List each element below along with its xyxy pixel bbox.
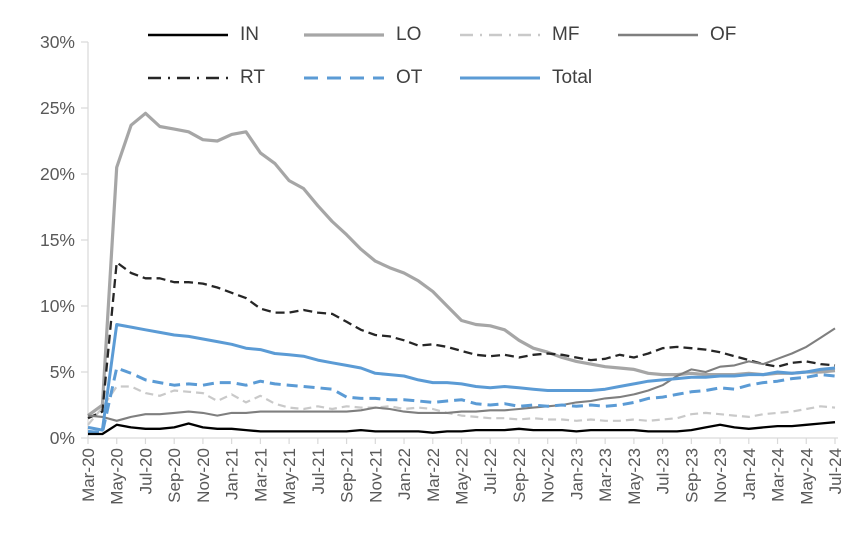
x-tick-label: Jan-23: [567, 448, 586, 500]
x-tick-label: Sep-22: [510, 448, 529, 503]
x-tick-label: Nov-23: [711, 448, 730, 503]
x-tick-label: Sep-23: [682, 448, 701, 503]
x-tick-label: Sep-21: [338, 448, 357, 503]
x-tick-label: May-23: [625, 448, 644, 505]
legend-item-OT: OT: [304, 67, 460, 89]
x-tick-label: Sep-20: [165, 448, 184, 503]
y-tick-label: 20%: [40, 164, 75, 184]
y-tick-label: 15%: [40, 230, 75, 250]
x-tick-label: Jul-20: [137, 448, 156, 494]
x-tick-label: May-22: [453, 448, 472, 505]
x-tick-label: Mar-21: [251, 448, 270, 502]
y-tick-label: 30%: [40, 32, 75, 52]
x-tick-label: Jan-21: [223, 448, 242, 500]
x-tick-label: Mar-22: [424, 448, 443, 502]
series-line-Total: [87, 323, 836, 432]
legend-label-OT: OT: [396, 67, 423, 88]
legend-item-Total: Total: [460, 67, 618, 89]
x-tick-label: Jan-24: [740, 448, 759, 500]
x-tick-label: May-20: [108, 448, 127, 505]
series-line-LO: [87, 111, 836, 417]
x-tick-label: Nov-20: [194, 448, 213, 503]
legend-line-sample-IN: [148, 33, 228, 37]
x-tick-label: Mar-20: [79, 448, 98, 502]
legend-item-IN: IN: [148, 24, 304, 46]
y-tick-label: 25%: [40, 98, 75, 118]
series-line-OT: [87, 366, 836, 435]
legend-line-sample-Total: [460, 76, 540, 80]
legend-label-RT: RT: [240, 67, 265, 88]
y-tick-label: 10%: [40, 296, 75, 316]
series-lines: [87, 111, 836, 436]
y-tick-label: 0%: [50, 428, 75, 448]
series-line-OF: [87, 327, 836, 422]
legend-line-sample-OT: [304, 76, 384, 80]
x-tick-label: Mar-24: [769, 448, 788, 502]
x-tick-label: May-21: [280, 448, 299, 505]
x-tick-label: Jul-22: [481, 448, 500, 494]
legend-label-OF: OF: [710, 24, 737, 45]
legend-item-LO: LO: [304, 24, 460, 46]
x-tick-label: Jul-23: [654, 448, 673, 494]
legend-label-IN: IN: [240, 24, 259, 45]
x-tick-label: Mar-23: [596, 448, 615, 502]
legend-label-LO: LO: [396, 24, 422, 45]
x-tick-label: Jan-22: [395, 448, 414, 500]
y-axis: 0% 5% 10% 15% 20% 25% 30%: [40, 32, 89, 448]
x-tick-label: May-24: [797, 448, 816, 505]
legend-label-Total: Total: [552, 67, 593, 88]
legend-label-MF: MF: [552, 24, 580, 45]
series-line-IN: [88, 421, 836, 436]
chart-legend: IN LO MF OF RT OT Total: [148, 24, 788, 89]
x-tick-label: Jul-21: [309, 448, 328, 494]
legend-line-sample-RT: [148, 76, 228, 80]
legend-item-OF: OF: [618, 24, 788, 46]
x-tick-label: Nov-21: [366, 448, 385, 503]
legend-line-sample-OF: [618, 33, 698, 37]
x-tick-label: Jul-24: [826, 448, 845, 494]
y-tick-label: 5%: [50, 362, 75, 382]
series-line-RT: [87, 261, 836, 420]
legend-line-sample-MF: [460, 33, 540, 37]
legend-line-sample-LO: [304, 33, 384, 37]
x-axis: Mar-20 May-20 Jul-20 Sep-20 Nov-20 Jan-21 Mar-…: [79, 437, 845, 505]
x-tick-label: Nov-22: [539, 448, 558, 503]
series-line-MF: [87, 385, 836, 426]
legend-item-MF: MF: [460, 24, 618, 46]
legend-item-RT: RT: [148, 67, 304, 89]
